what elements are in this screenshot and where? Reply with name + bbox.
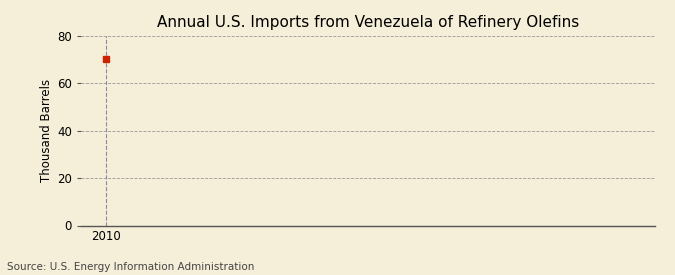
Text: Source: U.S. Energy Information Administration: Source: U.S. Energy Information Administ… xyxy=(7,262,254,272)
Y-axis label: Thousand Barrels: Thousand Barrels xyxy=(40,79,53,182)
Title: Annual U.S. Imports from Venezuela of Refinery Olefins: Annual U.S. Imports from Venezuela of Re… xyxy=(157,15,579,31)
